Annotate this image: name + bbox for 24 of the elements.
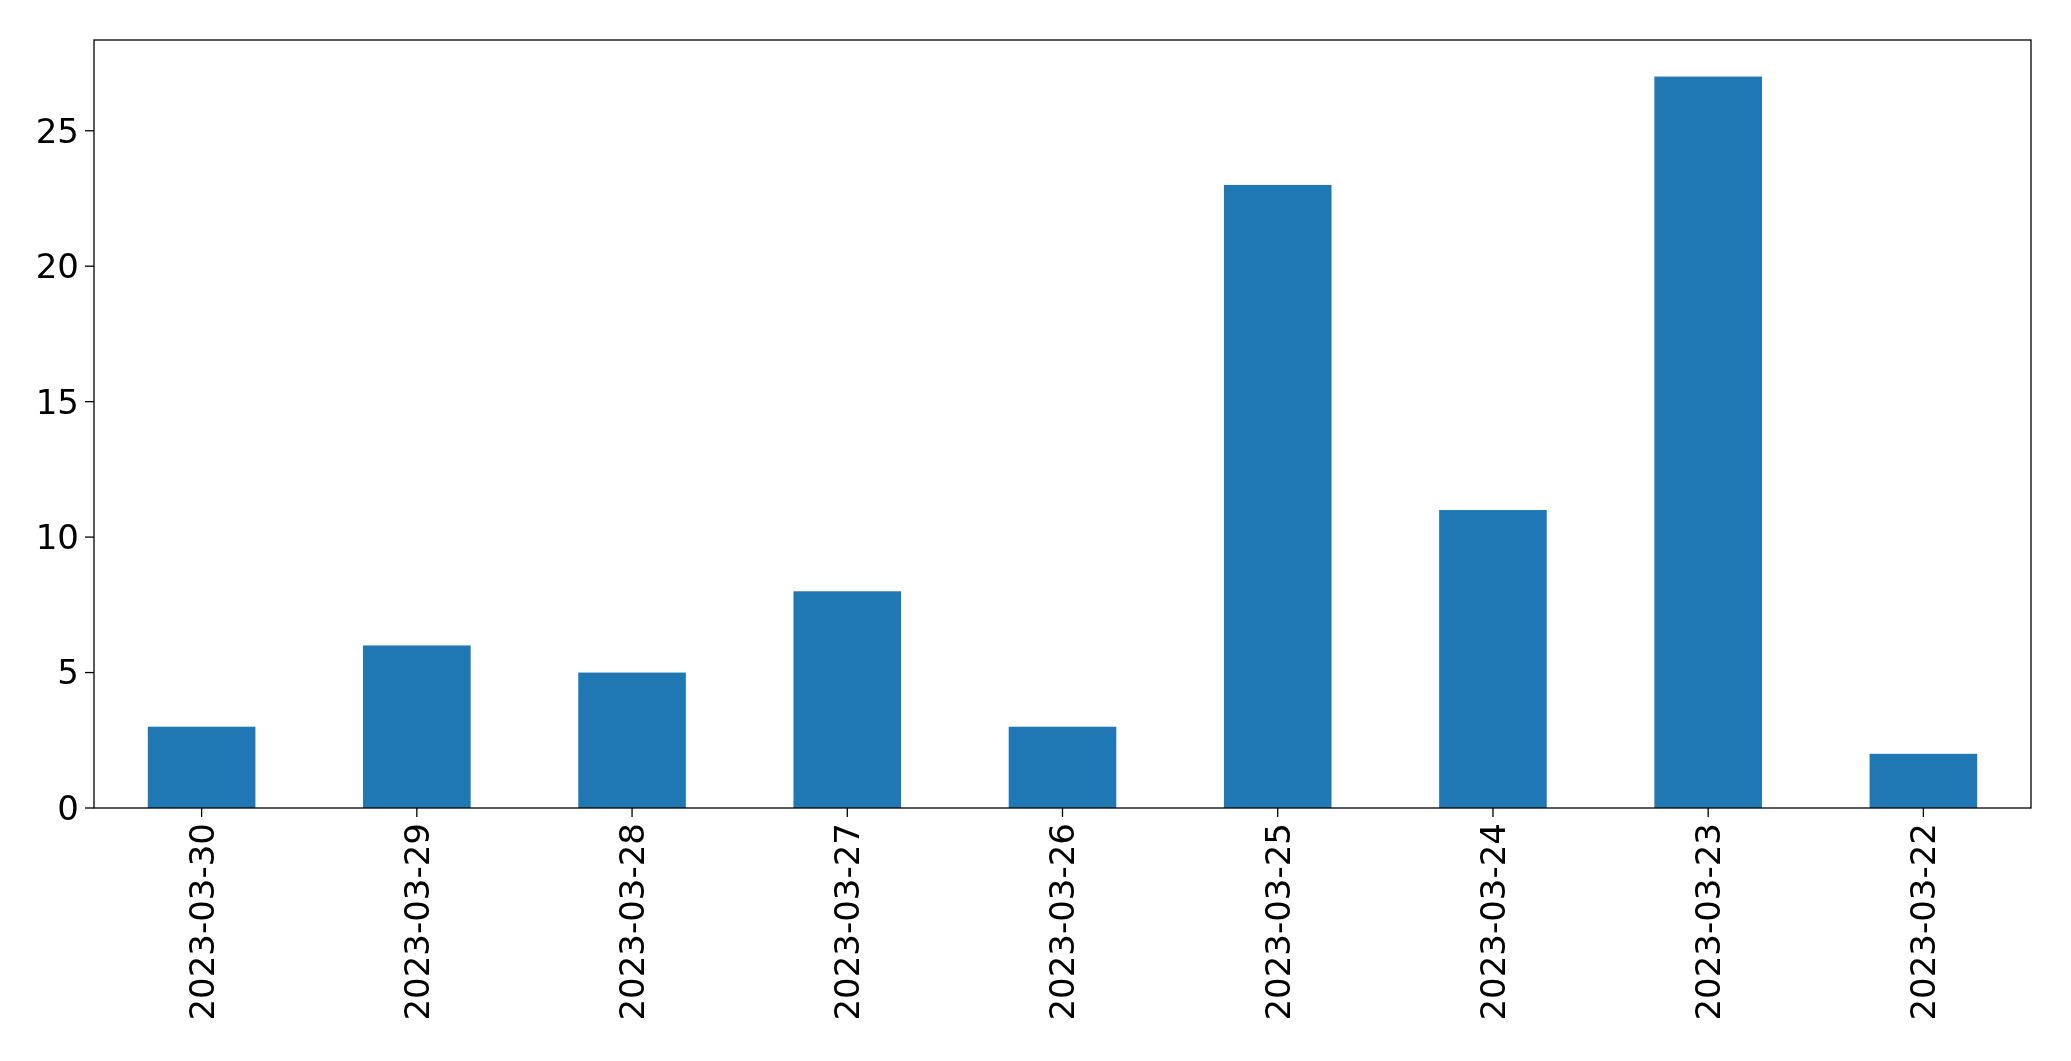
y-tick-label: 0 (57, 787, 79, 828)
bar (1869, 753, 1978, 808)
x-tick-label: 2023-03-24 (1472, 823, 1513, 1021)
bar (1223, 184, 1332, 808)
x-tick-label: 2023-03-23 (1688, 823, 1729, 1021)
y-tick-label: 5 (57, 652, 79, 693)
bar (1008, 726, 1117, 808)
bar (578, 672, 686, 808)
y-tick-label: 20 (35, 246, 79, 287)
x-tick-label: 2023-03-29 (396, 823, 437, 1021)
y-tick-label: 25 (35, 110, 79, 151)
x-tick-label: 2023-03-27 (827, 823, 868, 1021)
bar (147, 726, 256, 808)
bar (1439, 510, 1547, 808)
bar (793, 591, 902, 808)
y-tick-label: 15 (35, 381, 79, 422)
x-tick-label: 2023-03-26 (1042, 823, 1083, 1021)
x-tick-label: 2023-03-28 (611, 823, 652, 1021)
y-tick-label: 10 (35, 517, 79, 557)
bar (363, 645, 471, 808)
x-tick-label: 2023-03-25 (1257, 823, 1298, 1021)
bar (1654, 76, 1762, 808)
x-tick-label: 2023-03-22 (1903, 823, 1944, 1021)
x-tick-label: 2023-03-30 (181, 823, 222, 1021)
